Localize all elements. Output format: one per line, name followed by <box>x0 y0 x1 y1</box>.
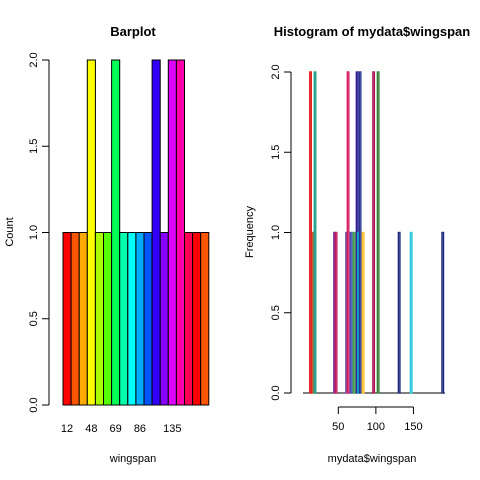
barplot-x-tick-label: 48 <box>85 423 97 435</box>
barplot-bar <box>200 232 210 406</box>
histogram-bar <box>349 231 353 394</box>
barplot-bars <box>62 59 210 406</box>
barplot-y-tick-label: 0.0 <box>28 397 40 412</box>
histogram-bar <box>372 71 376 394</box>
histogram-y-tick-label: 1.5 <box>270 145 282 160</box>
histogram-y-tick-label: 0.0 <box>270 385 282 400</box>
barplot-bar <box>119 232 129 406</box>
barplot-y-axis: 0.0 0.5 1.0 1.5 2.0 <box>28 52 50 413</box>
histogram-x-tick-label: 50 <box>332 421 344 433</box>
barplot-y-tick-label: 2.0 <box>28 52 40 67</box>
barplot-x-tick-labels: 12 48 69 86 135 <box>61 423 182 435</box>
barplot-x-tick-label: 86 <box>134 423 146 435</box>
barplot-y-tick-label: 1.5 <box>28 139 40 154</box>
histogram-bar <box>397 231 401 394</box>
barplot-y-tick-label: 0.5 <box>28 311 40 326</box>
barplot-title: Barplot <box>110 24 156 39</box>
barplot-bar <box>159 232 169 406</box>
histogram-bar <box>376 71 380 394</box>
histogram-y-tick-label: 0.5 <box>270 305 282 320</box>
barplot-bar <box>135 232 145 406</box>
barplot-bar <box>184 232 194 406</box>
histogram-title: Histogram of mydata$wingspan <box>274 24 471 39</box>
histogram-x-axis-label: mydata$wingspan <box>328 453 417 465</box>
histogram-x-tick-label: 150 <box>404 421 422 433</box>
histogram-bars <box>303 71 445 394</box>
histogram-bar <box>441 231 445 394</box>
barplot-x-tick-label: 135 <box>163 423 181 435</box>
histogram-bar <box>361 231 365 394</box>
barplot-bar <box>78 232 88 406</box>
histogram-y-axis: 0.0 0.5 1.0 1.5 2.0 <box>270 64 292 401</box>
barplot-bar <box>192 232 202 406</box>
barplot-y-tick-label: 1.0 <box>28 225 40 240</box>
barplot-bar <box>62 232 72 406</box>
barplot-bar <box>143 232 153 406</box>
histogram-panel: Histogram of mydata$wingspan mydata$wing… <box>244 24 470 465</box>
barplot-bar <box>175 59 185 406</box>
barplot-bar <box>167 59 177 406</box>
histogram-y-axis-label: Frequency <box>244 206 256 258</box>
barplot-y-axis-label: Count <box>4 217 16 246</box>
histogram-y-tick-label: 2.0 <box>270 64 282 79</box>
barplot-bar <box>94 232 105 406</box>
histogram-bar <box>346 71 350 394</box>
histogram-bar <box>358 71 362 394</box>
histogram-bar <box>334 231 338 394</box>
histogram-bar <box>309 71 312 394</box>
barplot-bar <box>151 59 161 406</box>
histogram-x-axis: 50 100 150 <box>332 406 423 433</box>
barplot-x-tick-label: 69 <box>110 423 122 435</box>
histogram-bar <box>409 231 413 394</box>
barplot-bar <box>103 232 113 406</box>
barplot-x-tick-label: 12 <box>61 423 73 435</box>
barplot-bar <box>86 59 96 406</box>
barplot-panel: Barplot wingspan Count 0.0 0.5 1.0 1.5 2.0 1… <box>4 24 210 465</box>
barplot-bar <box>70 232 80 406</box>
histogram-y-tick-label: 1.0 <box>270 225 282 240</box>
barplot-bar <box>127 232 137 406</box>
histogram-x-tick-label: 100 <box>367 421 385 433</box>
histogram-bar <box>313 71 317 394</box>
histogram-bar <box>352 231 356 394</box>
barplot-bar <box>111 59 121 406</box>
barplot-x-axis-label: wingspan <box>109 453 156 465</box>
